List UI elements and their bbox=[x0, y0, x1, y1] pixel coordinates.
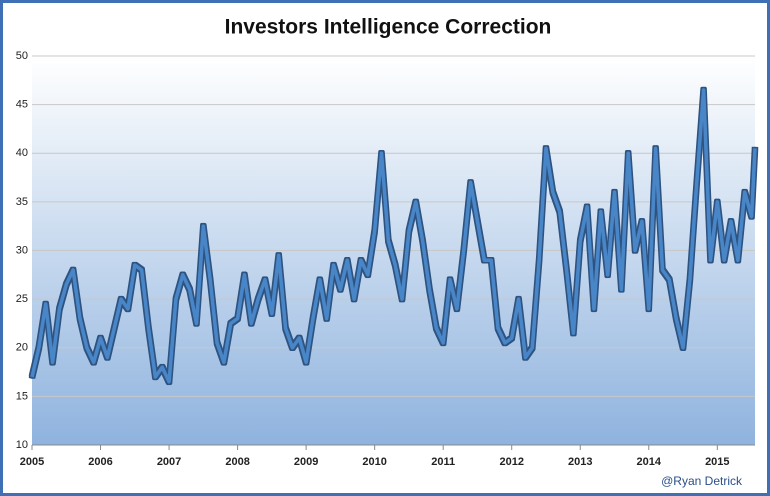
y-tick-label: 15 bbox=[16, 390, 28, 402]
data-line bbox=[30, 88, 757, 384]
x-tick-label: 2015 bbox=[705, 456, 729, 468]
x-tick-label: 2006 bbox=[88, 456, 112, 468]
x-tick-label: 2010 bbox=[362, 456, 386, 468]
x-tick-label: 2008 bbox=[225, 456, 249, 468]
x-tick-label: 2013 bbox=[568, 456, 592, 468]
y-tick-label: 10 bbox=[16, 439, 28, 451]
annotation: @Ryan Detrick bbox=[661, 474, 743, 488]
x-tick-label: 2014 bbox=[637, 456, 662, 468]
x-tick-label: 2012 bbox=[499, 456, 523, 468]
x-tick-label: 2007 bbox=[157, 456, 181, 468]
y-tick-label: 25 bbox=[16, 293, 28, 305]
chart-title: Investors Intelligence Correction bbox=[225, 16, 552, 39]
y-tick-label: 35 bbox=[16, 196, 28, 208]
y-tick-label: 40 bbox=[16, 147, 28, 159]
x-tick-label: 2011 bbox=[431, 456, 455, 468]
y-tick-label: 20 bbox=[16, 342, 28, 354]
y-tick-label: 30 bbox=[16, 244, 28, 256]
x-tick-label: 2005 bbox=[20, 456, 44, 468]
x-tick-label: 2009 bbox=[294, 456, 318, 468]
y-tick-label: 50 bbox=[16, 50, 28, 62]
y-tick-label: 45 bbox=[16, 99, 28, 111]
